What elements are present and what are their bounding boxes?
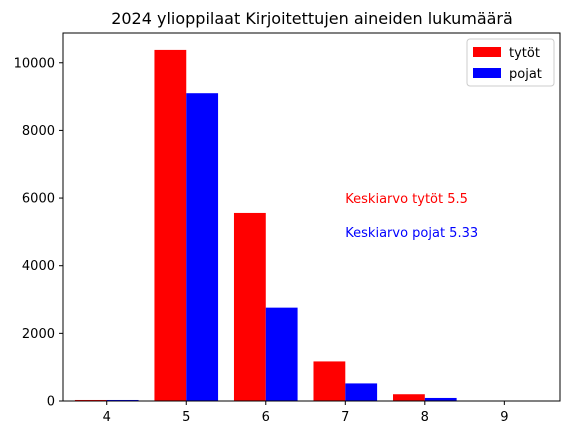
plot-frame xyxy=(62,32,561,402)
bar-girls-8 xyxy=(393,394,425,401)
bar-girls-5 xyxy=(154,49,187,401)
x-tick-label: 8 xyxy=(421,410,429,425)
annotations-group: Keskiarvo tytöt 5.5 Keskiarvo pojat 5.33 xyxy=(345,192,478,241)
x-tick-label: 6 xyxy=(262,410,270,425)
x-tick-label: 5 xyxy=(182,410,190,425)
bar-boys-5 xyxy=(186,93,219,402)
y-tick-label: 2000 xyxy=(22,327,55,342)
legend: tytöt pojat xyxy=(466,38,555,87)
legend-label-boys: pojat xyxy=(509,67,542,82)
bar-girls-7 xyxy=(313,361,346,401)
y-tick-label: 0 xyxy=(47,395,55,410)
y-tick-label: 4000 xyxy=(22,259,55,274)
bar-boys-8 xyxy=(424,397,457,401)
annotation-girls-mean: Keskiarvo tytöt 5.5 xyxy=(345,192,468,207)
bar-girls-4 xyxy=(74,399,107,401)
x-tick-label: 4 xyxy=(103,410,111,425)
bar-boys-4 xyxy=(106,399,139,401)
legend-swatch-girls xyxy=(473,47,501,57)
legend-swatch-boys xyxy=(473,68,501,78)
bar-boys-6 xyxy=(265,307,298,401)
y-tick-label: 6000 xyxy=(22,192,55,207)
legend-label-girls: tytöt xyxy=(509,46,540,61)
x-tick-label: 7 xyxy=(341,410,349,425)
chart-title: 2024 ylioppilaat Kirjoitettujen aineiden… xyxy=(111,9,513,28)
x-tick-label: 9 xyxy=(500,410,508,425)
bars-group xyxy=(74,49,457,402)
y-tick-label: 10000 xyxy=(14,56,55,71)
annotation-boys-mean: Keskiarvo pojat 5.33 xyxy=(345,226,478,241)
axes-group: 4 5 6 7 8 9 0 2000 4000 6000 8000 10000 xyxy=(14,32,561,425)
y-tick-label: 8000 xyxy=(22,124,55,139)
bar-girls-6 xyxy=(233,212,266,401)
bar-boys-7 xyxy=(345,383,378,401)
